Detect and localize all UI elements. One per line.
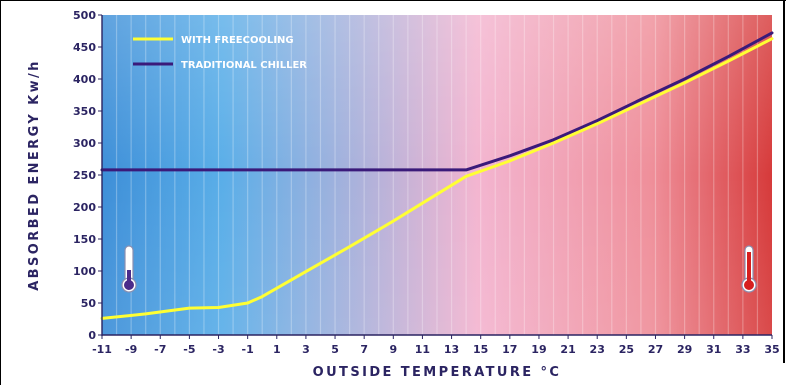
x-tick-label: 31 — [706, 343, 721, 356]
x-tick-label: 21 — [560, 343, 575, 356]
y-tick-label: 500 — [73, 9, 96, 22]
x-tick-label: -11 — [92, 343, 112, 356]
x-tick-label: 3 — [302, 343, 310, 356]
cold-thermometer-icon — [121, 245, 137, 293]
x-tick-label: 19 — [531, 343, 546, 356]
x-axis-ticks: -11 -9 -7 -5 -3 -1 1 3 5 7 9 11 13 15 17 19 21 23 25 27 29 31… — [92, 335, 780, 356]
legend-label-traditional-chiller: TRADITIONAL CHILLER — [181, 60, 307, 71]
legend: WITH FREECOOLING TRADITIONAL CHILLER — [133, 35, 307, 71]
y-tick-label: 100 — [73, 265, 96, 278]
x-tick-label: 7 — [360, 343, 368, 356]
x-tick-label: 13 — [444, 343, 459, 356]
y-tick-label: 50 — [81, 297, 97, 310]
x-tick-label: 15 — [473, 343, 488, 356]
y-tick-label: 350 — [73, 105, 96, 118]
y-axis-ticks: 0 50 100 150 200 250 300 350 400 450 500 — [73, 9, 102, 342]
x-tick-label: 11 — [415, 343, 430, 356]
plot-sheen — [102, 15, 772, 335]
y-tick-label: 450 — [73, 41, 96, 54]
x-tick-label: -5 — [183, 343, 195, 356]
x-tick-label: 35 — [764, 343, 779, 356]
x-tick-label: 27 — [648, 343, 663, 356]
x-tick-label: -1 — [242, 343, 254, 356]
x-tick-label: -7 — [154, 343, 166, 356]
x-tick-label: -3 — [212, 343, 224, 356]
vertical-stripes — [115, 15, 759, 335]
y-tick-label: 0 — [88, 329, 96, 342]
series-layer — [100, 31, 774, 320]
y-tick-label: 300 — [73, 137, 96, 150]
x-tick-label: 1 — [273, 343, 281, 356]
x-tick-label: -9 — [125, 343, 137, 356]
hot-thermometer-icon — [741, 245, 757, 293]
x-tick-label: 23 — [590, 343, 605, 356]
series-line-traditional-chiller — [100, 31, 774, 172]
x-tick-label: 9 — [389, 343, 397, 356]
y-axis-title: ABSORBED ENERGY Kw/h — [27, 59, 42, 291]
series-line-with-freecooling — [100, 37, 774, 320]
x-tick-label: 29 — [677, 343, 692, 356]
x-tick-label: 25 — [619, 343, 634, 356]
x-tick-label: 5 — [331, 343, 339, 356]
legend-label-with-freecooling: WITH FREECOOLING — [181, 35, 294, 46]
x-axis-title: OUTSIDE TEMPERATURE °C — [313, 365, 562, 380]
x-tick-label: 33 — [735, 343, 750, 356]
y-tick-label: 200 — [73, 201, 96, 214]
y-tick-label: 150 — [73, 233, 96, 246]
x-tick-label: 17 — [502, 343, 517, 356]
y-tick-label: 400 — [73, 73, 96, 86]
y-tick-label: 250 — [73, 169, 96, 182]
